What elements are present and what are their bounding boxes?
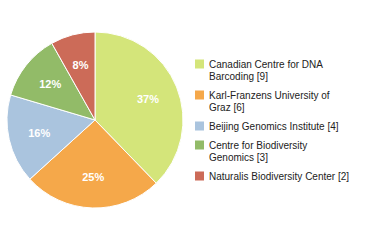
pie-slice bbox=[52, 32, 95, 120]
legend-item: Centre for BiodiversityGenomics [3] bbox=[195, 140, 307, 163]
slice-label: 37% bbox=[137, 93, 159, 105]
legend-label: Canadian Centre for DNABarcoding [9] bbox=[209, 59, 323, 82]
legend-label: Beijing Genomics Institute [4] bbox=[209, 121, 339, 132]
pie bbox=[7, 32, 183, 208]
legend-item: Beijing Genomics Institute [4] bbox=[195, 121, 339, 132]
legend-label: Naturalis Biodiversity Center [2] bbox=[209, 171, 349, 182]
legend-swatch bbox=[195, 141, 204, 150]
slice-label: 16% bbox=[28, 127, 50, 139]
legend-swatch bbox=[195, 172, 204, 181]
legend-item: Karl-Franzens University ofGraz [6] bbox=[195, 90, 330, 113]
legend-label: Karl-Franzens University ofGraz [6] bbox=[209, 90, 330, 113]
legend-item: Canadian Centre for DNABarcoding [9] bbox=[195, 59, 323, 82]
legend-swatch bbox=[195, 60, 204, 69]
legend-label: Centre for BiodiversityGenomics [3] bbox=[209, 140, 307, 163]
slice-label: 25% bbox=[82, 171, 104, 183]
legend-swatch bbox=[195, 122, 204, 131]
slice-label: 8% bbox=[73, 59, 89, 71]
legend-item: Naturalis Biodiversity Center [2] bbox=[195, 171, 349, 182]
slice-labels: 37% 25% 16% 12% 8% bbox=[28, 59, 159, 183]
legend-swatch bbox=[195, 91, 204, 100]
slice-label: 12% bbox=[39, 78, 61, 90]
chart: 37% 25% 16% 12% 8% Canadian Centre for DNABar… bbox=[0, 0, 380, 240]
legend: Canadian Centre for DNABarcoding [9] Karl… bbox=[195, 59, 349, 182]
